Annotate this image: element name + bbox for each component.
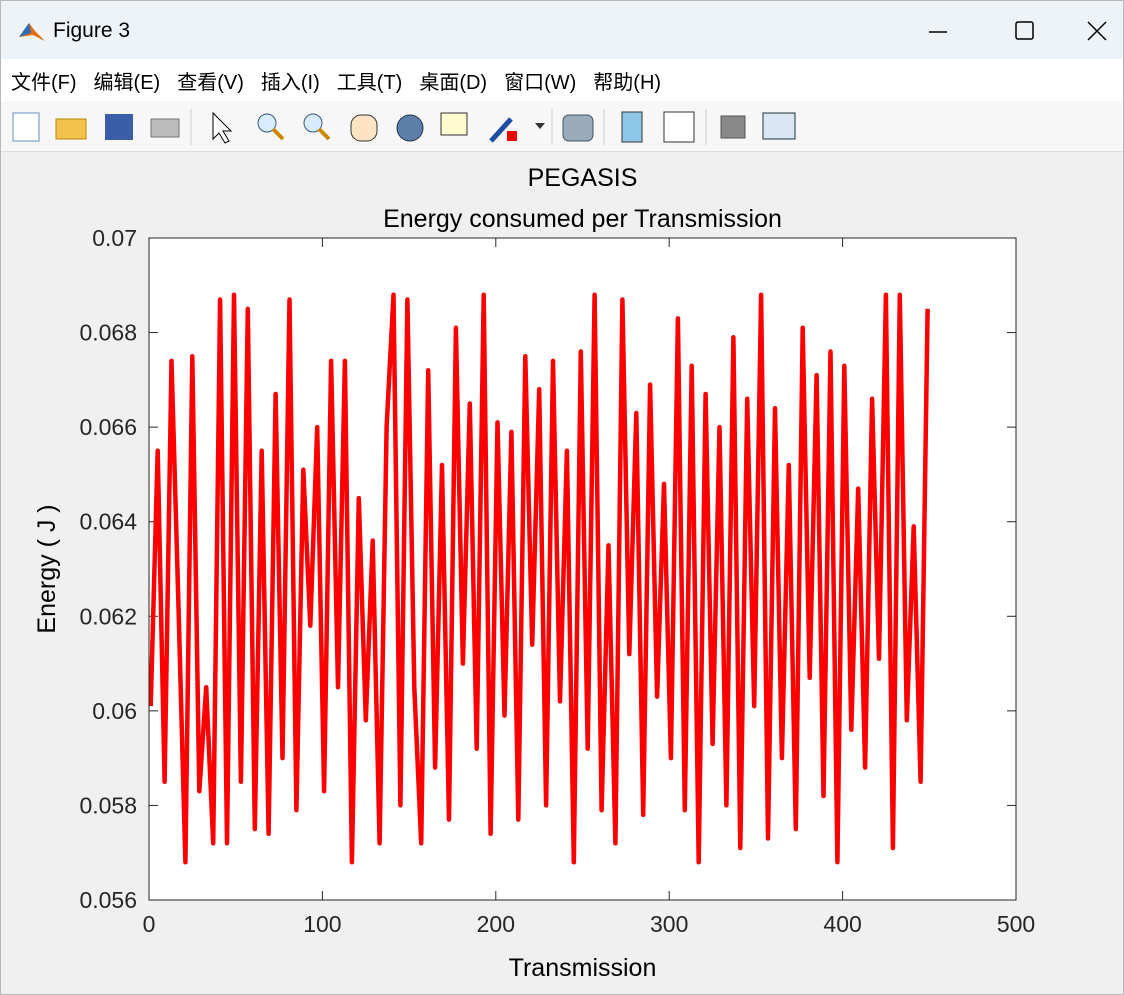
x-tick-label: 100 — [303, 911, 341, 937]
data-line — [148, 292, 930, 865]
menu-item[interactable]: 文件(F) — [11, 71, 77, 94]
y-tick-label: 0.062 — [79, 603, 137, 629]
close[interactable] — [1087, 21, 1107, 41]
x-tick-label: 300 — [650, 911, 688, 937]
toolbar — [1, 101, 1123, 152]
menu-item[interactable]: 窗口(W) — [504, 71, 577, 94]
y-tick-label: 0.066 — [79, 414, 137, 440]
x-tick-label: 400 — [823, 911, 861, 937]
y-tick-label: 0.06 — [92, 698, 137, 724]
x-tick-label: 500 — [997, 911, 1035, 937]
y-tick-label: 0.058 — [79, 792, 137, 818]
window-title: Figure 3 — [53, 19, 131, 42]
y-tick-label: 0.056 — [79, 887, 137, 913]
x-tick-label: 0 — [143, 911, 156, 937]
menu-item[interactable]: 查看(V) — [177, 71, 244, 94]
x-axis-label: Transmission — [509, 954, 657, 982]
window-controls — [929, 21, 1107, 41]
chart-subtitle: Energy consumed per Transmission — [383, 205, 782, 233]
menu-bar: 文件(F) 编辑(E) 查看(V) 插入(I) 工具(T) 桌面(D) 窗口(W) 帮助(H) — [1, 59, 1123, 101]
y-axis-label: Energy ( J ) — [33, 504, 61, 633]
chart-title: PEGASIS — [528, 164, 638, 192]
title-bar: Figure 3 — [1, 1, 1123, 59]
toolbar-icons — [12, 109, 796, 145]
y-tick-label: 0.068 — [79, 320, 137, 346]
menu-item[interactable]: 编辑(E) — [93, 71, 161, 94]
menu-item[interactable]: 桌面(D) — [419, 71, 488, 94]
maximize[interactable] — [1015, 21, 1034, 40]
menu-item[interactable]: 插入(I) — [260, 71, 320, 94]
menu-item[interactable]: 帮助(H) — [593, 71, 662, 94]
toolbar-buttons[interactable] — [12, 109, 796, 145]
menu-item[interactable]: 工具(T) — [336, 71, 403, 94]
x-tick-label: 200 — [477, 911, 515, 937]
app-icon — [19, 23, 45, 41]
y-tick-label: 0.064 — [79, 509, 137, 535]
y-tick-label: 0.07 — [92, 225, 137, 251]
axes-box — [148, 237, 1017, 901]
chart: PEGASIS Energy consumed per Transmission T… — [33, 164, 1035, 982]
